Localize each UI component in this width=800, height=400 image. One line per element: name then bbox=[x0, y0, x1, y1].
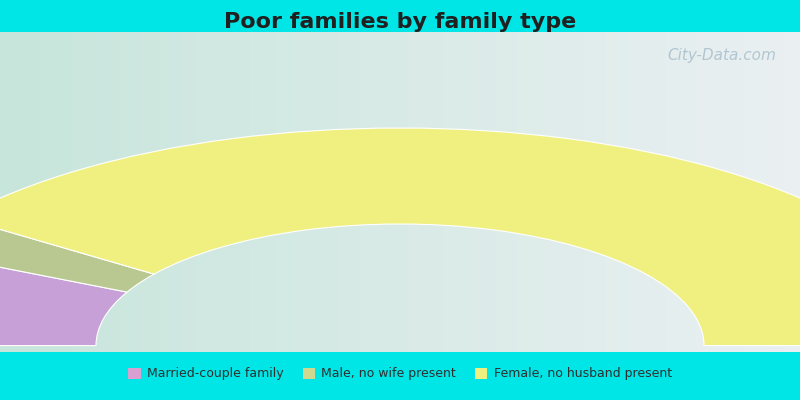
Text: City-Data.com: City-Data.com bbox=[667, 48, 776, 63]
Legend: Married-couple family, Male, no wife present, Female, no husband present: Married-couple family, Male, no wife pre… bbox=[123, 362, 677, 386]
Text: Poor families by family type: Poor families by family type bbox=[224, 12, 576, 32]
Wedge shape bbox=[0, 218, 154, 292]
Wedge shape bbox=[0, 128, 800, 346]
Wedge shape bbox=[0, 250, 127, 346]
